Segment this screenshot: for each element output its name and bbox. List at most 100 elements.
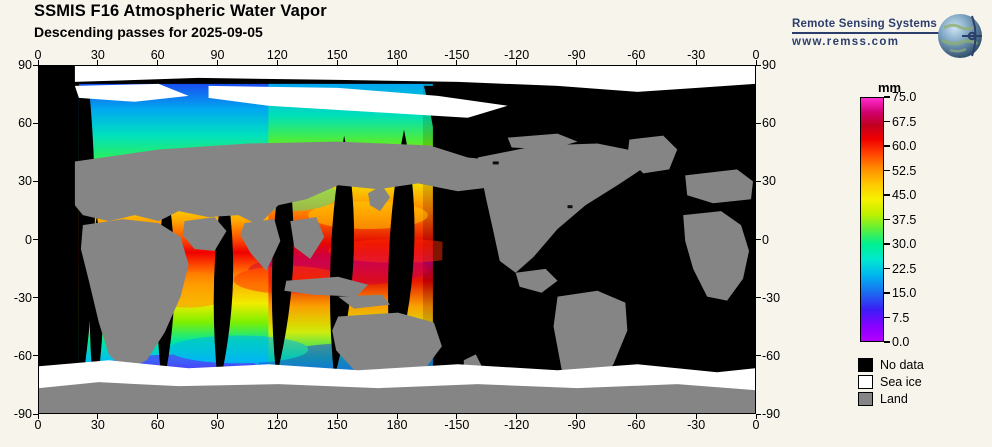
lat-tickmark [756, 122, 761, 124]
colorbar-tick-label: 0.0 [892, 335, 910, 349]
colorbar-tickmark [884, 145, 890, 147]
lat-tickmark [756, 297, 761, 299]
water-vapor-map[interactable] [38, 65, 756, 414]
lon-tickmark [37, 414, 39, 419]
lat-tick-left: -30 [13, 290, 32, 305]
lat-tick-right: -90 [762, 407, 781, 421]
logo-website-url: www.remss.com [792, 35, 900, 48]
legend-label: No data [880, 358, 924, 372]
lon-tickmark [695, 60, 697, 65]
title-block: SSMIS F16 Atmospheric Water Vapor Descen… [34, 2, 327, 40]
lat-tick-left: -90 [13, 407, 32, 421]
lat-tick-left: 30 [18, 174, 32, 189]
page-subtitle: Descending passes for 2025-09-05 [34, 24, 263, 40]
lon-tickmark [276, 414, 278, 419]
colorbar-tick-label: 22.5 [892, 261, 917, 276]
lon-tick-top: -30 [687, 48, 706, 62]
logo-divider [792, 32, 944, 34]
colorbar-tickmark [884, 218, 890, 221]
page-title: SSMIS F16 Atmospheric Water Vapor [34, 2, 327, 20]
lon-tickmark [97, 60, 99, 65]
lat-tick-right: 30 [762, 174, 776, 189]
lon-tick-bottom: -30 [687, 418, 706, 432]
lon-tick-bottom: -90 [567, 418, 586, 432]
lon-tickmark [516, 414, 518, 419]
lat-tickmark [756, 64, 761, 66]
lat-tick-right: -60 [762, 348, 781, 363]
sea-ice [39, 66, 755, 391]
land-masses [39, 133, 755, 413]
remss-logo[interactable]: Remote Sensing Systems www.remss.com [792, 8, 988, 66]
colorbar-tickmark [884, 341, 890, 343]
lon-tick-bottom: 30 [90, 418, 105, 432]
lat-tickmark [33, 297, 38, 299]
lon-tick-top: 120 [266, 48, 288, 62]
lon-tickmark [456, 414, 458, 419]
lon-tick-bottom: 120 [266, 418, 288, 432]
lat-tick-right: 90 [762, 58, 776, 72]
lon-tickmark [37, 60, 39, 65]
colorbar-tick-label: 75.0 [892, 90, 917, 104]
lon-tick-top: 180 [386, 48, 408, 62]
lon-tickmark [336, 60, 338, 65]
lon-tickmark [276, 60, 278, 65]
lon-tickmark [97, 414, 99, 419]
legend-label: Sea ice [880, 375, 922, 389]
colorbar-tick-label: 7.5 [892, 310, 910, 325]
lon-tickmark [396, 60, 398, 65]
lon-tickmark [157, 60, 159, 65]
lat-tickmark [33, 64, 38, 66]
lon-tick-top: 150 [326, 48, 348, 62]
legend-item: Sea ice [858, 375, 924, 389]
lat-tick-right: 0 [762, 232, 769, 247]
lon-tick-bottom: -150 [444, 418, 470, 432]
lat-tickmark [33, 239, 38, 240]
lon-tick-top: -120 [504, 48, 530, 62]
lon-tick-bottom: -120 [504, 418, 530, 432]
lon-tick-bottom: 0 [34, 418, 42, 432]
lat-tick-left: 0 [25, 232, 32, 247]
lat-tick-right: 60 [762, 116, 776, 131]
lon-tick-top: -90 [567, 48, 586, 62]
colorbar-gradient [860, 97, 884, 342]
lon-tick-bottom: 150 [326, 418, 348, 432]
lon-tick-bottom: 180 [386, 418, 408, 432]
lon-tick-bottom: 60 [150, 418, 165, 432]
lon-tickmark [157, 414, 159, 419]
lon-tick-top: -60 [627, 48, 646, 62]
lat-tick-left: 90 [18, 58, 32, 72]
lat-tickmark [33, 355, 38, 357]
lon-tickmark [456, 60, 458, 65]
lat-tickmark [756, 355, 761, 357]
legend-item: No data [858, 358, 924, 372]
colorbar-tick-label: 37.5 [892, 212, 917, 227]
lat-tick-right: -30 [762, 290, 781, 305]
lon-tickmark [217, 60, 218, 65]
lon-tick-bottom: 0 [752, 418, 760, 432]
colorbar-tick-label: 45.0 [892, 188, 917, 202]
lon-tickmark [635, 60, 637, 65]
colorbar-tickmark [884, 267, 890, 270]
lon-tickmark [576, 414, 577, 419]
map-legend: No data Sea ice Land [858, 358, 924, 409]
lat-tick-left: -60 [13, 348, 32, 363]
colorbar-tick-label: 15.0 [892, 286, 917, 300]
lon-tickmark [755, 60, 757, 65]
lat-tickmark [33, 413, 38, 415]
lon-tickmark [516, 60, 518, 65]
lat-tickmark [33, 122, 38, 124]
colorbar-tick-label: 67.5 [892, 114, 917, 129]
legend-item: Land [858, 392, 924, 406]
lon-tick-top: -150 [444, 48, 470, 62]
legend-label: Land [880, 392, 908, 406]
lat-tickmark [756, 413, 761, 415]
lat-tickmark [33, 180, 38, 182]
colorbar-tickmark [884, 194, 890, 196]
logo-company-name: Remote Sensing Systems [792, 18, 938, 30]
lon-tick-top: 0 [34, 48, 42, 62]
colorbar-unit-label: mm [878, 80, 902, 95]
colorbar-tickmark [884, 169, 890, 172]
globe-icon [938, 14, 982, 58]
coastline-detail [492, 161, 642, 268]
